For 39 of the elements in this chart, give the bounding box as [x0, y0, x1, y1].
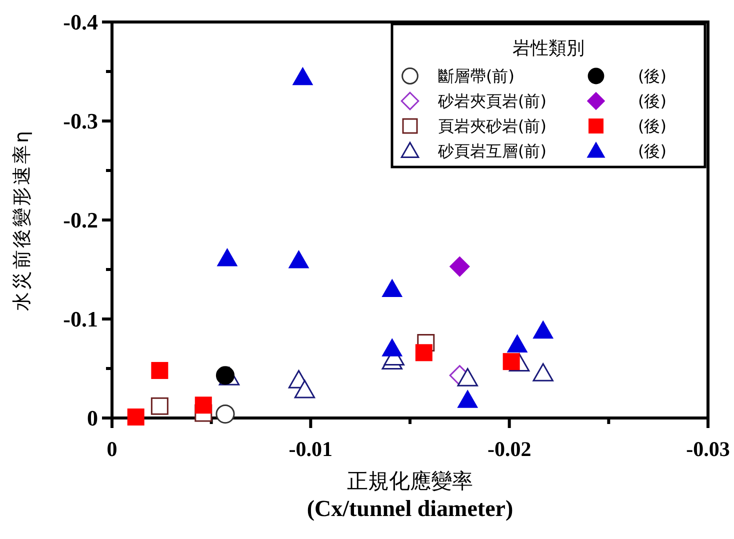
point [533, 320, 554, 339]
y-tick-label: -0.4 [63, 10, 98, 35]
y-tick-label: 0 [87, 406, 98, 431]
legend-label: (後) [638, 66, 666, 86]
x-tick-label: -0.01 [288, 437, 333, 461]
legend-label: (後) [638, 116, 666, 136]
point [294, 380, 316, 398]
point [507, 334, 528, 352]
point [288, 250, 309, 268]
y-axis-title: 水災前後變形速率η [11, 128, 33, 312]
point [150, 397, 168, 415]
x-axis-title: 正規化應變率 (Cx/tunnel diameter) [306, 469, 514, 521]
legend-label: 砂岩夾頁岩(前) [437, 92, 546, 111]
point [216, 366, 235, 385]
legend-title: 岩性類別 [512, 38, 584, 59]
y-tick-label: -0.2 [63, 208, 98, 233]
point [415, 344, 432, 362]
point [292, 67, 313, 86]
y-tick-label: -0.3 [63, 108, 98, 134]
point [458, 390, 478, 408]
x-tick-label: -0.02 [487, 437, 532, 461]
x-tick-label: -0.03 [686, 437, 730, 461]
y-tick-label: -0.1 [63, 306, 98, 332]
point [382, 279, 402, 297]
point [382, 338, 402, 356]
point [457, 368, 478, 386]
point [532, 363, 554, 382]
point [216, 404, 235, 424]
point [151, 362, 168, 379]
point [450, 256, 470, 277]
point [194, 396, 212, 414]
x-tick-label: 0 [106, 437, 118, 461]
legend-label: (後) [638, 92, 666, 111]
legend-label: 頁岩夾砂岩(前) [438, 116, 546, 136]
legend-label: (後) [638, 142, 666, 161]
legend-label: 斷層帶(前) [438, 66, 514, 86]
point [127, 408, 144, 426]
point [217, 248, 238, 266]
legend-label: 砂頁岩互層(前) [437, 142, 546, 161]
